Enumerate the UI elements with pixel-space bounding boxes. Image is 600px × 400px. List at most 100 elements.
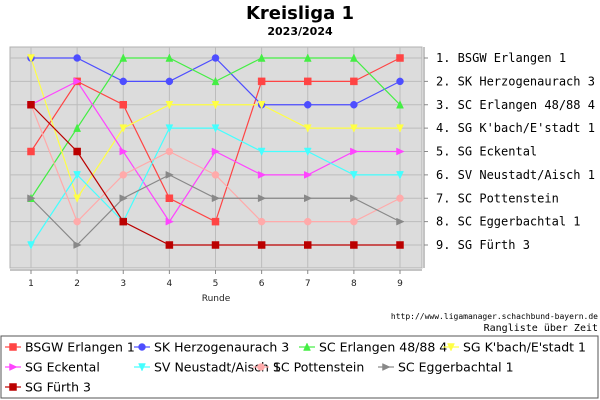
legend: BSGW Erlangen 1 SK Herzogenaurach 3 SC Erl…: [0, 335, 599, 399]
legend-marker-sc-pottenstein: [257, 363, 265, 371]
x-tick-label: 6: [259, 279, 265, 289]
data-point-sv-neustadt-aisch-1: [165, 124, 174, 133]
legend-label-sc-pottenstein: SC Pottenstein: [273, 360, 364, 375]
data-point-sc-erlangen-48-88-4: [73, 123, 82, 132]
data-point-sg-eckental: [211, 147, 221, 156]
legend-label-sk-herzogenaurach-3: SK Herzogenaurach 3: [154, 340, 289, 355]
data-point-sc-eggerbachtal-1: [165, 170, 174, 179]
chart-note: Rangliste über Zeit: [484, 323, 598, 334]
ranking-entry: 4. SG K'bach/E'stadt 1: [436, 121, 595, 135]
data-point-sg-f-rth-3: [119, 217, 127, 226]
data-point-sk-herzogenaurach-3: [119, 77, 127, 86]
data-point-sc-pottenstein: [304, 217, 312, 226]
data-point-sc-eggerbachtal-1: [396, 217, 405, 226]
data-point-sg-f-rth-3: [165, 241, 174, 249]
data-point-sc-pottenstein: [119, 171, 127, 179]
data-point-bsgw-erlangen-1: [165, 194, 174, 202]
ranking-list: 1. BSGW Erlangen 1 2. SK Herzogenaurach 3…: [436, 51, 595, 252]
data-point-bsgw-erlangen-1: [304, 77, 312, 86]
legend-label-sc-eggerbachtal-1: SC Eggerbachtal 1: [398, 360, 514, 375]
data-point-bsgw-erlangen-1: [350, 77, 358, 86]
ranking-entry: 8. SC Eggerbachtal 1: [436, 215, 581, 229]
data-point-sg-k-bach-e-stadt-1: [73, 194, 82, 203]
data-point-sc-eggerbachtal-1: [350, 194, 359, 203]
data-point-sg-k-bach-e-stadt-1: [349, 124, 358, 133]
x-tick-label: 5: [213, 279, 219, 289]
data-point-sv-neustadt-aisch-1: [73, 171, 82, 180]
ranking-entry: 2. SK Herzogenaurach 3: [436, 74, 595, 88]
chart-subtitle: 2023/2024: [267, 25, 333, 38]
x-tick-label: 1: [28, 279, 34, 289]
data-point-sg-f-rth-3: [396, 241, 404, 249]
data-point-sv-neustadt-aisch-1: [349, 171, 358, 180]
data-point-sg-f-rth-3: [73, 147, 81, 156]
data-point-sg-eckental: [304, 170, 313, 179]
data-point-sc-pottenstein: [396, 194, 404, 202]
x-tick-label: 9: [397, 279, 403, 289]
series-markers: [27, 53, 405, 250]
data-point-sc-eggerbachtal-1: [257, 194, 267, 203]
data-point-sc-eggerbachtal-1: [211, 194, 221, 203]
data-point-sk-herzogenaurach-3: [73, 54, 81, 62]
data-point-sc-erlangen-48-88-4: [396, 100, 404, 109]
x-tick-label: 7: [305, 279, 311, 289]
data-point-sc-eggerbachtal-1: [73, 241, 82, 249]
x-tick-label: 2: [74, 279, 80, 289]
legend-label-sc-erlangen-48-88-4: SC Erlangen 48/88 4: [319, 340, 447, 355]
data-point-sv-neustadt-aisch-1: [303, 147, 312, 157]
data-point-sc-pottenstein: [257, 217, 266, 226]
data-point-sk-herzogenaurach-3: [211, 54, 220, 62]
data-point-bsgw-erlangen-1: [396, 54, 404, 62]
data-point-sc-erlangen-48-88-4: [303, 53, 312, 62]
data-point-sv-neustadt-aisch-1: [211, 124, 220, 133]
data-point-sg-k-bach-e-stadt-1: [119, 124, 128, 133]
data-point-sk-herzogenaurach-3: [165, 77, 174, 86]
data-point-sg-f-rth-3: [350, 241, 358, 249]
data-point-sc-erlangen-48-88-4: [211, 76, 220, 86]
data-point-sc-erlangen-48-88-4: [119, 53, 128, 62]
data-point-sg-eckental: [350, 147, 359, 156]
data-point-sc-eggerbachtal-1: [27, 194, 36, 203]
data-point-sg-k-bach-e-stadt-1: [396, 124, 404, 133]
x-axis: 1 2 3 4 5 6 7 8 9: [10, 269, 422, 289]
ranking-entry: 1. BSGW Erlangen 1: [436, 51, 566, 65]
data-point-sg-k-bach-e-stadt-1: [27, 54, 35, 63]
data-point-sc-eggerbachtal-1: [119, 194, 128, 203]
data-point-sk-herzogenaurach-3: [396, 77, 404, 86]
ranking-axis: [423, 47, 428, 268]
data-point-sg-eckental: [119, 147, 128, 156]
data-point-sg-eckental: [165, 217, 174, 226]
legend-marker-sc-erlangen-48-88-4: [303, 342, 311, 351]
data-point-sv-neustadt-aisch-1: [27, 241, 35, 250]
data-point-bsgw-erlangen-1: [119, 101, 127, 109]
data-point-sk-herzogenaurach-3: [304, 101, 312, 109]
x-tick-label: 3: [120, 279, 126, 289]
legend-label-sv-neustadt-aisch-1: SV Neustadt/Aisch 1: [154, 360, 281, 375]
data-point-sg-eckental: [73, 77, 82, 86]
legend-label-bsgw-erlangen-1: BSGW Erlangen 1: [25, 340, 135, 355]
data-point-sc-erlangen-48-88-4: [257, 53, 266, 62]
data-point-bsgw-erlangen-1: [211, 217, 220, 226]
data-point-sc-pottenstein: [73, 217, 81, 226]
x-tick-label: 4: [167, 279, 173, 289]
data-point-bsgw-erlangen-1: [257, 77, 266, 86]
legend-marker-sv-neustadt-aisch-1: [138, 363, 146, 372]
data-point-sg-eckental: [257, 170, 267, 179]
data-point-sc-erlangen-48-88-4: [349, 53, 358, 62]
data-point-sk-herzogenaurach-3: [350, 101, 358, 109]
legend-box: [0, 335, 599, 399]
data-point-sc-erlangen-48-88-4: [165, 53, 174, 62]
data-point-sg-f-rth-3: [304, 241, 312, 249]
x-axis-label: Runde: [202, 294, 231, 304]
legend-marker-sg-f-rth-3: [9, 383, 17, 391]
data-point-sc-pottenstein: [350, 217, 358, 226]
ranking-entry: 3. SC Erlangen 48/88 4: [436, 98, 595, 112]
legend-marker-sg-eckental: [9, 363, 18, 371]
data-point-sg-k-bach-e-stadt-1: [165, 101, 174, 110]
data-point-sg-f-rth-3: [257, 241, 266, 249]
ranking-entry: 7. SC Pottenstein: [436, 191, 559, 205]
ranking-entry: 9. SG Fürth 3: [436, 238, 530, 252]
chart-title: Kreisliga 1: [246, 3, 354, 24]
legend-marker-sc-eggerbachtal-1: [382, 363, 391, 371]
